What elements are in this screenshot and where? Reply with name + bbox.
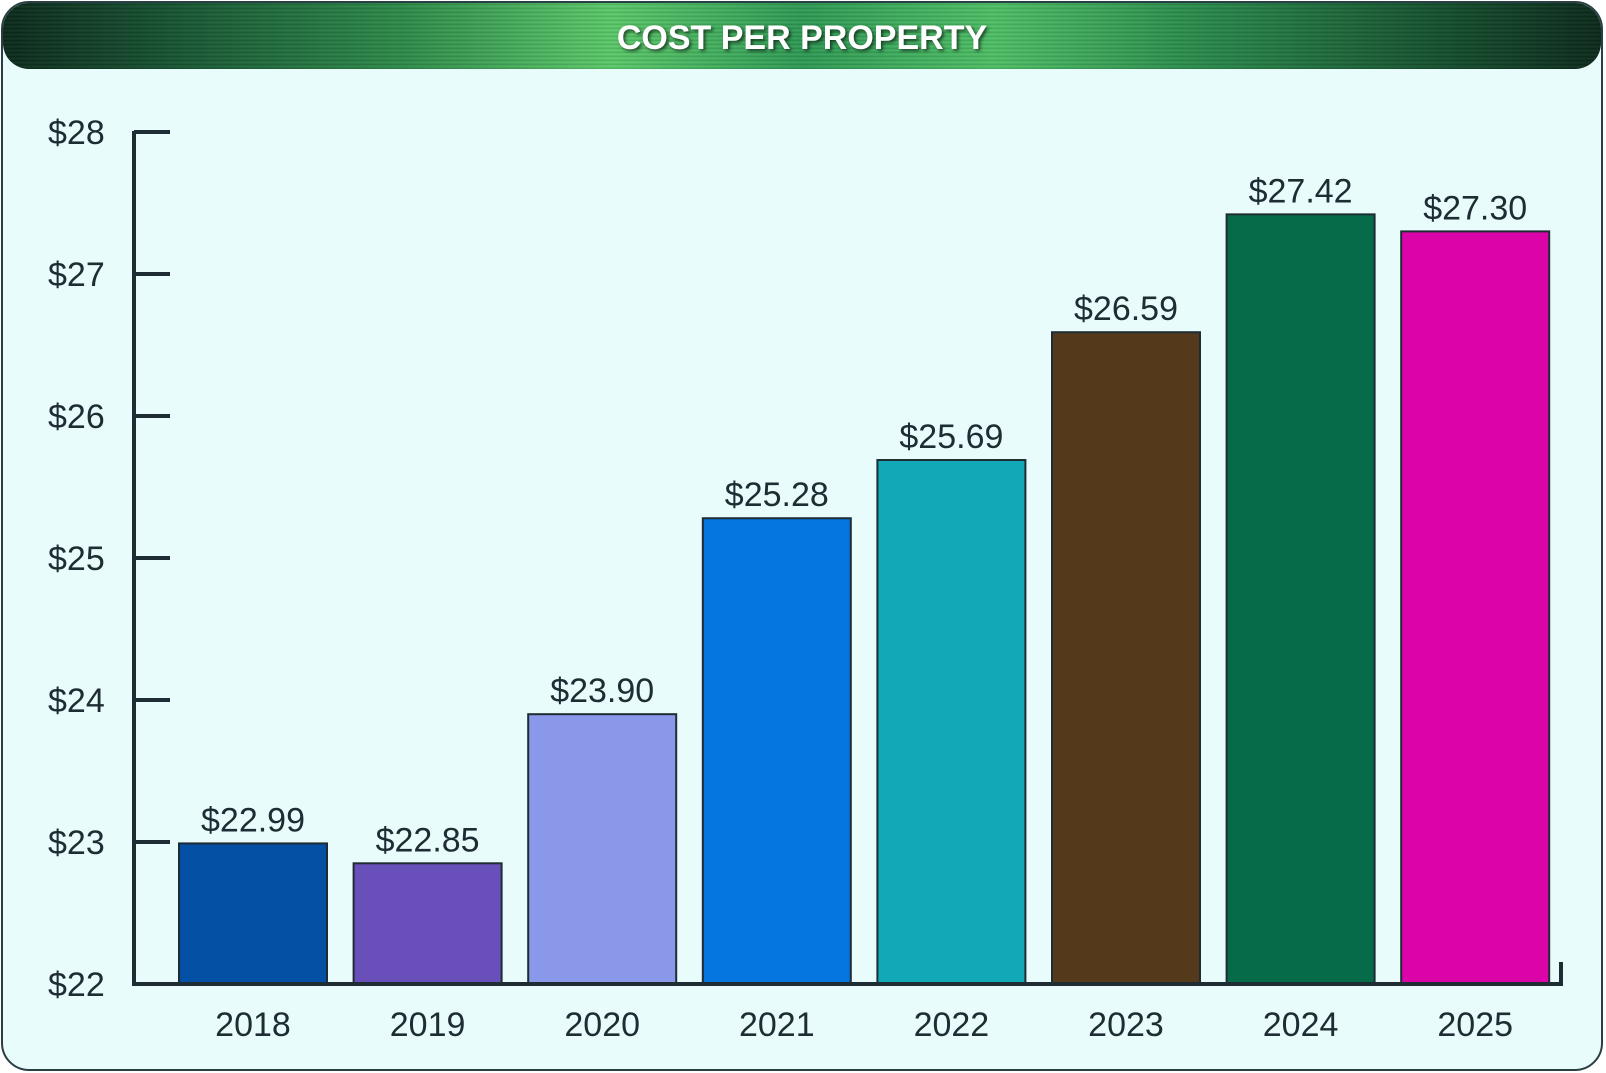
y-tick-label-26: $26 xyxy=(48,398,105,436)
x-tick-label-2021: 2021 xyxy=(739,1006,815,1044)
bar-2022 xyxy=(876,459,1027,985)
value-label-2024: $27.42 xyxy=(1249,172,1353,210)
y-tick-label-27: $27 xyxy=(48,256,105,294)
x-tick-label-2018: 2018 xyxy=(215,1006,291,1044)
bar-2025 xyxy=(1400,230,1551,985)
title-banner: COST PER PROPERTY xyxy=(3,3,1601,69)
y-tick-label-23: $23 xyxy=(48,824,105,862)
x-tick-label-2022: 2022 xyxy=(914,1006,990,1044)
bar-2023 xyxy=(1051,331,1201,986)
bar-2020 xyxy=(527,713,678,985)
value-label-2023: $26.59 xyxy=(1074,290,1178,328)
x-tick-label-2024: 2024 xyxy=(1263,1006,1339,1044)
x-tick-label-2020: 2020 xyxy=(564,1006,640,1044)
y-tick-label-25: $25 xyxy=(48,540,105,578)
y-tick-label-22: $22 xyxy=(48,966,105,1004)
y-tick-label-28: $28 xyxy=(48,114,105,152)
chart-title: COST PER PROPERTY xyxy=(616,19,988,57)
bar-2019 xyxy=(352,862,503,985)
y-tick-label-24: $24 xyxy=(48,682,105,720)
value-label-2022: $25.69 xyxy=(899,418,1003,456)
bar-2018 xyxy=(178,842,328,985)
value-label-2019: $22.85 xyxy=(376,821,480,859)
x-tick-label-2023: 2023 xyxy=(1088,1006,1164,1044)
x-tick-label-2019: 2019 xyxy=(390,1006,466,1044)
bar-2024 xyxy=(1225,213,1376,986)
value-label-2020: $23.90 xyxy=(550,672,654,710)
value-label-2021: $25.28 xyxy=(725,476,829,514)
value-label-2025: $27.30 xyxy=(1423,189,1527,227)
x-tick-label-2025: 2025 xyxy=(1437,1006,1513,1044)
bar-2021 xyxy=(701,517,852,985)
value-label-2018: $22.99 xyxy=(201,801,305,839)
